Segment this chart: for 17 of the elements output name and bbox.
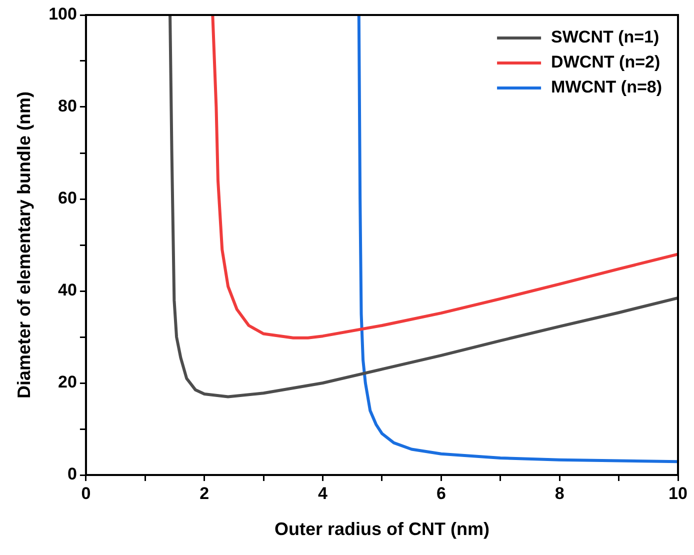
y-tick-label: 60 bbox=[58, 188, 77, 208]
x-axis-title: Outer radius of CNT (nm) bbox=[274, 519, 490, 540]
y-tick-label: 0 bbox=[67, 464, 77, 484]
x-tick-label: 4 bbox=[318, 484, 328, 503]
y-tick-label: 80 bbox=[58, 96, 77, 116]
y-tick-label: 100 bbox=[48, 4, 77, 24]
x-tick-label: 6 bbox=[436, 484, 446, 503]
y-tick-label: 40 bbox=[58, 280, 77, 300]
x-tick-label: 10 bbox=[668, 484, 688, 503]
y-tick-label: 20 bbox=[58, 372, 77, 392]
legend-label: MWCNT (n=8) bbox=[551, 78, 662, 97]
legend-label: SWCNT (n=1) bbox=[551, 28, 660, 47]
x-tick-label: 2 bbox=[200, 484, 210, 503]
legend-label: DWCNT (n=2) bbox=[551, 52, 660, 72]
x-tick-label: 0 bbox=[81, 484, 91, 503]
y-axis-title: Diameter of elementary bundle (nm) bbox=[14, 91, 34, 399]
x-tick-label: 8 bbox=[554, 484, 564, 503]
